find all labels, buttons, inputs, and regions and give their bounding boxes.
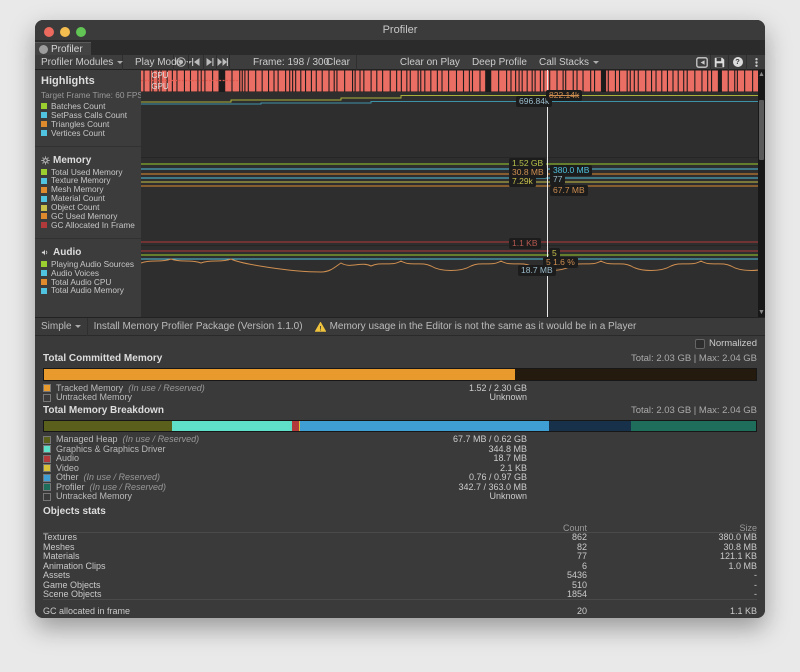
svg-text:!: ! xyxy=(319,325,321,332)
